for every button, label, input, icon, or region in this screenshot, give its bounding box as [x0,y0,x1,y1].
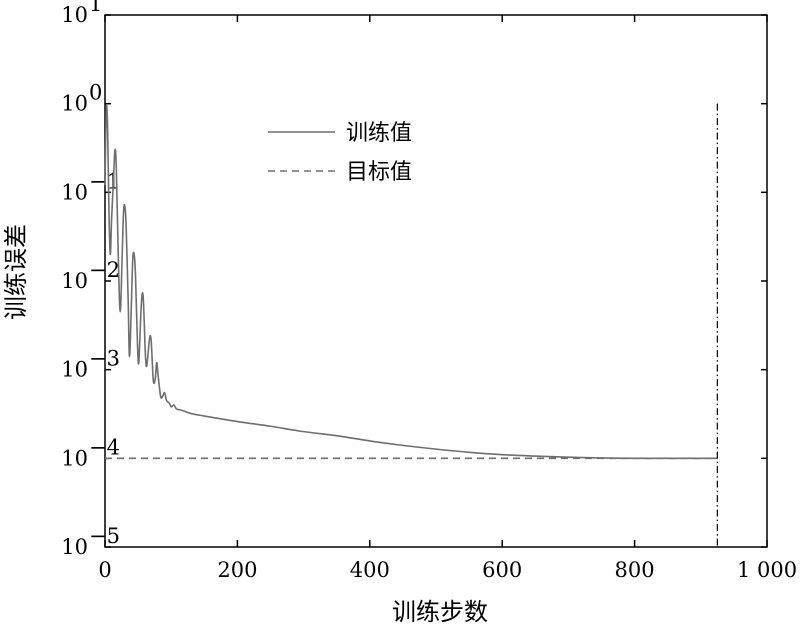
y-tick-base: 10 [61,3,88,27]
x-tick-label: 200 [217,558,257,582]
y-tick-exponent: 1 [89,0,102,16]
y-axis-title: 训练误差 [2,224,30,320]
y-tick-base: 10 [61,269,88,293]
axis-ticks [104,14,768,548]
y-tick-label: 10 [61,358,88,382]
legend-label-target: 目标值 [346,160,412,185]
y-tick-base: 10 [61,92,88,116]
y-tick-label: 10 [61,269,88,293]
x-tick-label: 1 000 [737,558,797,582]
y-tick-label: 10 [61,535,88,559]
y-tick-label: 10 [61,3,88,27]
y-tick-exponent: −4 [89,435,120,459]
y-tick-base: 10 [61,180,88,204]
x-axis-title: 训练步数 [392,598,488,626]
plot-frame [104,14,768,548]
legend: 训练值 目标值 [268,121,412,185]
x-tick-label: 800 [615,558,655,582]
x-tick-label: 400 [350,558,390,582]
y-tick-label: 10 [61,180,88,204]
y-tick-base: 10 [61,535,88,559]
y-tick-label: 10 [61,92,88,116]
y-tick-exponent: 0 [89,81,102,105]
y-tick-base: 10 [61,446,88,470]
legend-label-training: 训练值 [346,121,412,146]
y-tick-exponent: −5 [89,524,120,548]
y-tick-base: 10 [61,358,88,382]
y-tick-label: 10 [61,446,88,470]
x-tick-labels: 0 200 400 600 800 1 000 [98,558,797,582]
y-tick-exponent: −3 [89,347,120,371]
training-series-line [104,104,718,460]
y-tick-exponent: −2 [89,258,120,282]
x-tick-label: 0 [98,558,111,582]
series-layer [104,103,718,547]
x-tick-label: 600 [482,558,522,582]
